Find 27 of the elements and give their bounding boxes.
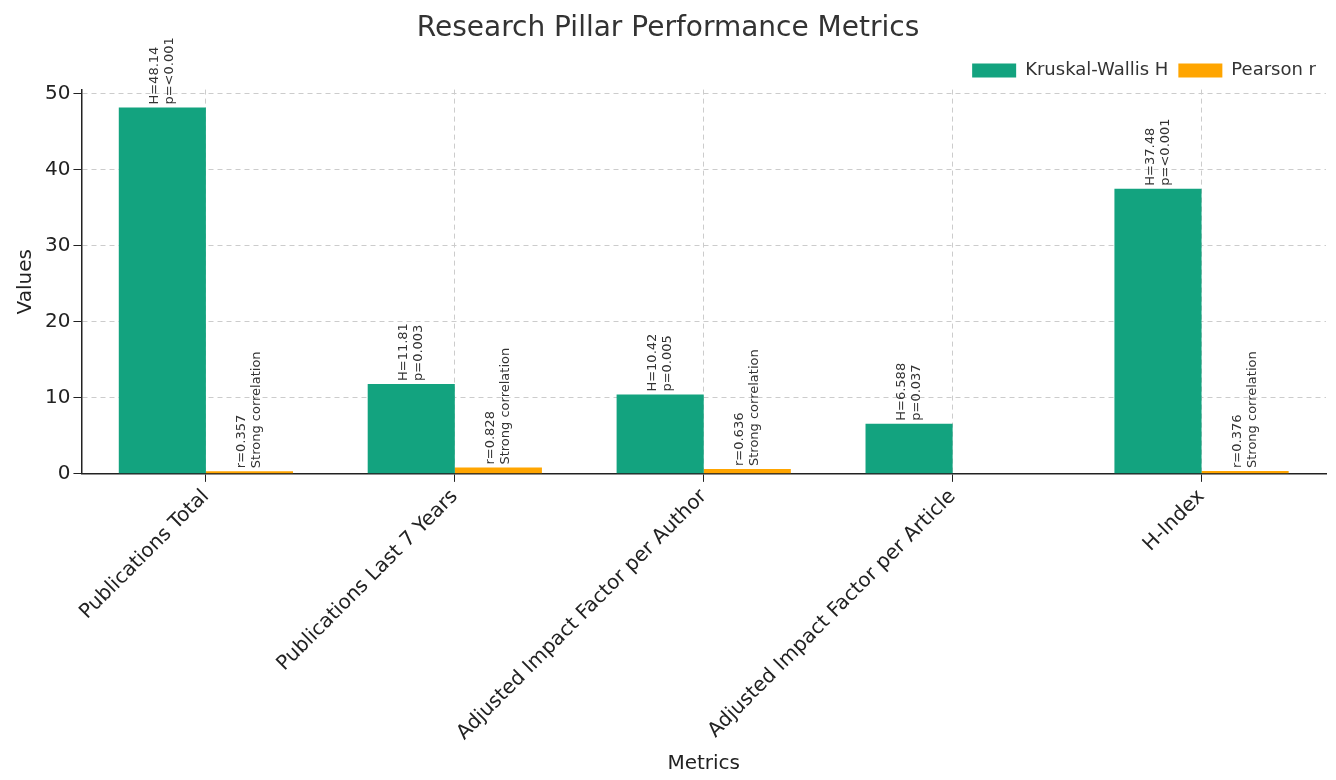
data-label: H=6.588 p=0.037: [892, 362, 923, 421]
data-label: H=11.81 p=0.003: [395, 323, 426, 381]
data-label: r=0.357 Strong correlation: [233, 351, 264, 469]
data-label: H=48.14 p=<0.001: [146, 37, 177, 105]
y-tick-label: 40: [45, 155, 71, 180]
y-tick-label: 30: [45, 231, 71, 256]
y-tick-label: 10: [45, 383, 71, 408]
y-tick-label: 20: [45, 307, 71, 332]
bar: [616, 394, 704, 474]
data-label: r=0.828 Strong correlation: [482, 347, 513, 465]
y-tick-label: 0: [57, 460, 71, 485]
data-label: H=37.48 p=<0.001: [1141, 118, 1172, 186]
bar: [367, 384, 455, 474]
bar: [205, 471, 294, 474]
data-label: r=0.376 Strong correlation: [1228, 351, 1259, 468]
legend-label: Pearson r: [1231, 58, 1317, 80]
y-tick-label: 50: [45, 79, 71, 104]
x-axis-title: Metrics: [667, 750, 741, 775]
bar: [1114, 188, 1202, 474]
y-axis-title: Values: [12, 249, 37, 315]
legend-label: Kruskal-Wallis H: [1025, 58, 1169, 80]
bar: [703, 469, 791, 474]
chart-title: Research Pillar Performance Metrics: [416, 10, 920, 44]
data-label: H=10.42 p=0.005: [644, 333, 675, 392]
bar: [118, 107, 206, 474]
bar: [865, 423, 953, 474]
data-label: r=0.636 Strong correlation: [731, 349, 762, 467]
